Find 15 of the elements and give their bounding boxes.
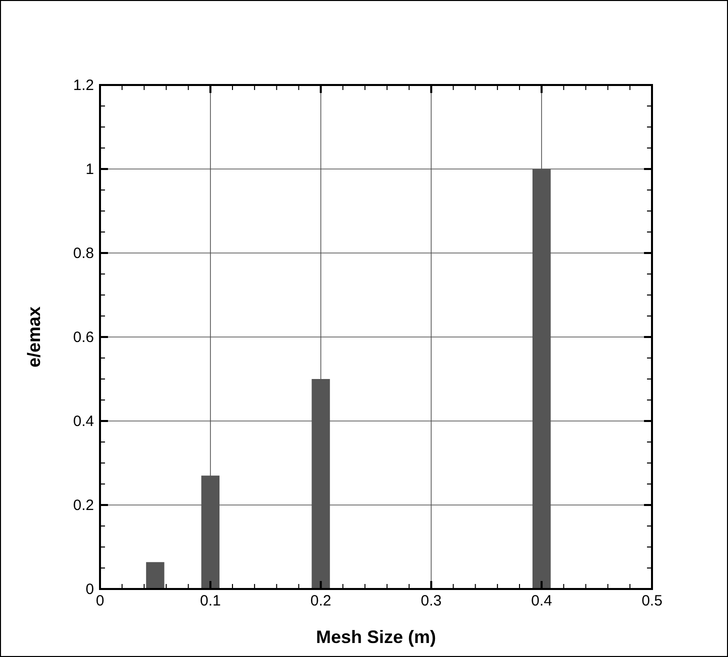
y-axis-title: e/emax [24, 306, 44, 368]
y-tick-label: 0 [86, 580, 94, 598]
x-tick-label: 0.5 [642, 592, 662, 610]
x-tick-label: 0.2 [310, 592, 332, 610]
x-tick-label: 0.1 [200, 592, 221, 610]
y-tick-label: 0.8 [73, 244, 94, 262]
bar [146, 562, 164, 589]
x-tick-label: 0.3 [420, 592, 442, 610]
y-tick-label: 0.6 [73, 328, 94, 346]
y-tick-label: 0.2 [73, 496, 94, 514]
x-tick-label: 0.4 [531, 592, 552, 610]
x-axis-title: Mesh Size (m) [316, 627, 436, 647]
y-tick-label: 1.2 [73, 76, 94, 94]
y-tick-label: 1 [86, 160, 94, 178]
y-tick-label: 0.4 [73, 412, 94, 430]
